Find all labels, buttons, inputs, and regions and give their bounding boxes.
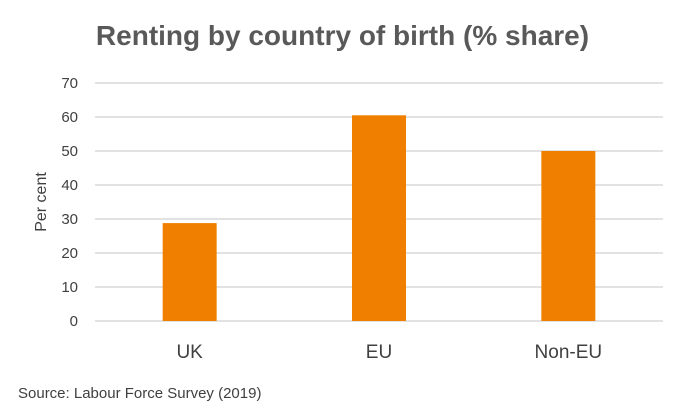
y-tick-label: 30 (61, 211, 78, 228)
chart-title: Renting by country of birth (% share) (95, 20, 590, 51)
y-tick-label: 50 (61, 143, 78, 160)
x-tick-label: UK (176, 342, 203, 363)
bar-uk (162, 223, 217, 321)
y-tick-label: 0 (70, 313, 78, 330)
x-tick-label: EU (366, 342, 392, 363)
source-note: Source: Labour Force Survey (2019) (18, 385, 262, 402)
x-tick-label: Non-EU (535, 342, 603, 363)
y-tick-label: 60 (61, 109, 78, 126)
y-tick-label: 20 (61, 245, 78, 262)
y-tick-label: 40 (61, 177, 78, 194)
bar-eu (352, 115, 406, 321)
bar-non-eu (541, 151, 596, 321)
y-axis-label: Per cent (33, 172, 50, 232)
y-tick-label: 70 (61, 75, 78, 92)
y-tick-label: 10 (61, 279, 78, 296)
